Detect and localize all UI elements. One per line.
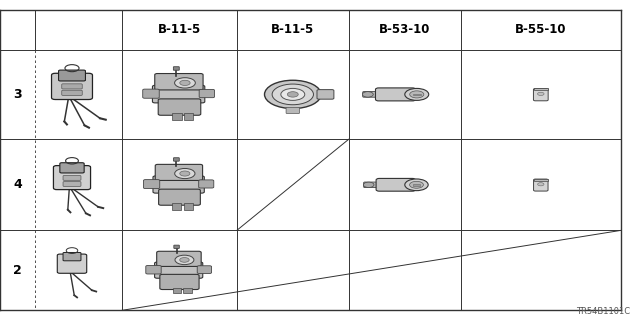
FancyBboxPatch shape: [152, 85, 205, 103]
Bar: [172, 204, 182, 210]
FancyBboxPatch shape: [62, 84, 83, 89]
Circle shape: [175, 255, 194, 265]
FancyBboxPatch shape: [52, 73, 93, 100]
Circle shape: [538, 92, 544, 95]
Text: B-11-5: B-11-5: [157, 23, 201, 36]
FancyBboxPatch shape: [155, 74, 203, 90]
FancyBboxPatch shape: [173, 67, 179, 70]
FancyBboxPatch shape: [63, 252, 81, 261]
FancyBboxPatch shape: [199, 89, 214, 98]
FancyBboxPatch shape: [58, 254, 87, 273]
Circle shape: [362, 92, 373, 97]
Bar: [413, 184, 420, 186]
FancyBboxPatch shape: [143, 89, 159, 98]
Circle shape: [175, 78, 195, 88]
Circle shape: [180, 80, 190, 85]
Circle shape: [405, 88, 429, 100]
Circle shape: [281, 88, 305, 100]
Circle shape: [272, 84, 314, 105]
FancyBboxPatch shape: [157, 251, 201, 267]
FancyBboxPatch shape: [63, 175, 81, 180]
FancyBboxPatch shape: [59, 70, 86, 81]
Bar: [184, 113, 193, 120]
Circle shape: [180, 171, 190, 176]
Bar: [173, 288, 181, 293]
Text: 3: 3: [13, 88, 22, 101]
FancyBboxPatch shape: [534, 179, 548, 191]
FancyBboxPatch shape: [143, 180, 160, 188]
FancyBboxPatch shape: [174, 245, 179, 248]
FancyBboxPatch shape: [60, 163, 84, 173]
Text: B-53-10: B-53-10: [379, 23, 431, 36]
Circle shape: [364, 182, 374, 188]
Text: B-55-10: B-55-10: [515, 23, 566, 36]
Bar: [534, 88, 548, 90]
FancyBboxPatch shape: [146, 266, 161, 274]
Bar: [413, 93, 420, 95]
Bar: [172, 113, 182, 120]
FancyBboxPatch shape: [158, 99, 201, 115]
Bar: [184, 288, 192, 293]
Circle shape: [410, 181, 424, 188]
Circle shape: [287, 92, 298, 97]
Bar: [184, 204, 193, 210]
Circle shape: [175, 168, 195, 179]
Text: 4: 4: [13, 178, 22, 191]
FancyBboxPatch shape: [534, 89, 548, 101]
Text: TR54B1101C: TR54B1101C: [576, 307, 630, 316]
FancyBboxPatch shape: [197, 266, 212, 274]
Circle shape: [180, 258, 189, 262]
FancyBboxPatch shape: [286, 108, 300, 114]
Circle shape: [405, 179, 428, 191]
FancyBboxPatch shape: [364, 182, 383, 188]
FancyBboxPatch shape: [63, 181, 81, 186]
FancyBboxPatch shape: [62, 90, 83, 95]
FancyBboxPatch shape: [160, 274, 199, 290]
Bar: [534, 179, 548, 180]
FancyBboxPatch shape: [173, 158, 179, 161]
FancyBboxPatch shape: [54, 166, 91, 189]
FancyBboxPatch shape: [363, 92, 383, 97]
FancyBboxPatch shape: [317, 90, 334, 99]
FancyBboxPatch shape: [156, 164, 203, 180]
FancyBboxPatch shape: [376, 179, 415, 191]
Text: B-11-5: B-11-5: [271, 23, 314, 36]
Circle shape: [264, 80, 321, 108]
FancyBboxPatch shape: [198, 180, 214, 188]
Text: 2: 2: [13, 264, 22, 277]
FancyBboxPatch shape: [376, 88, 415, 101]
FancyBboxPatch shape: [155, 262, 203, 278]
FancyBboxPatch shape: [153, 176, 204, 193]
Circle shape: [538, 183, 544, 186]
Circle shape: [410, 91, 424, 98]
FancyBboxPatch shape: [159, 189, 200, 205]
